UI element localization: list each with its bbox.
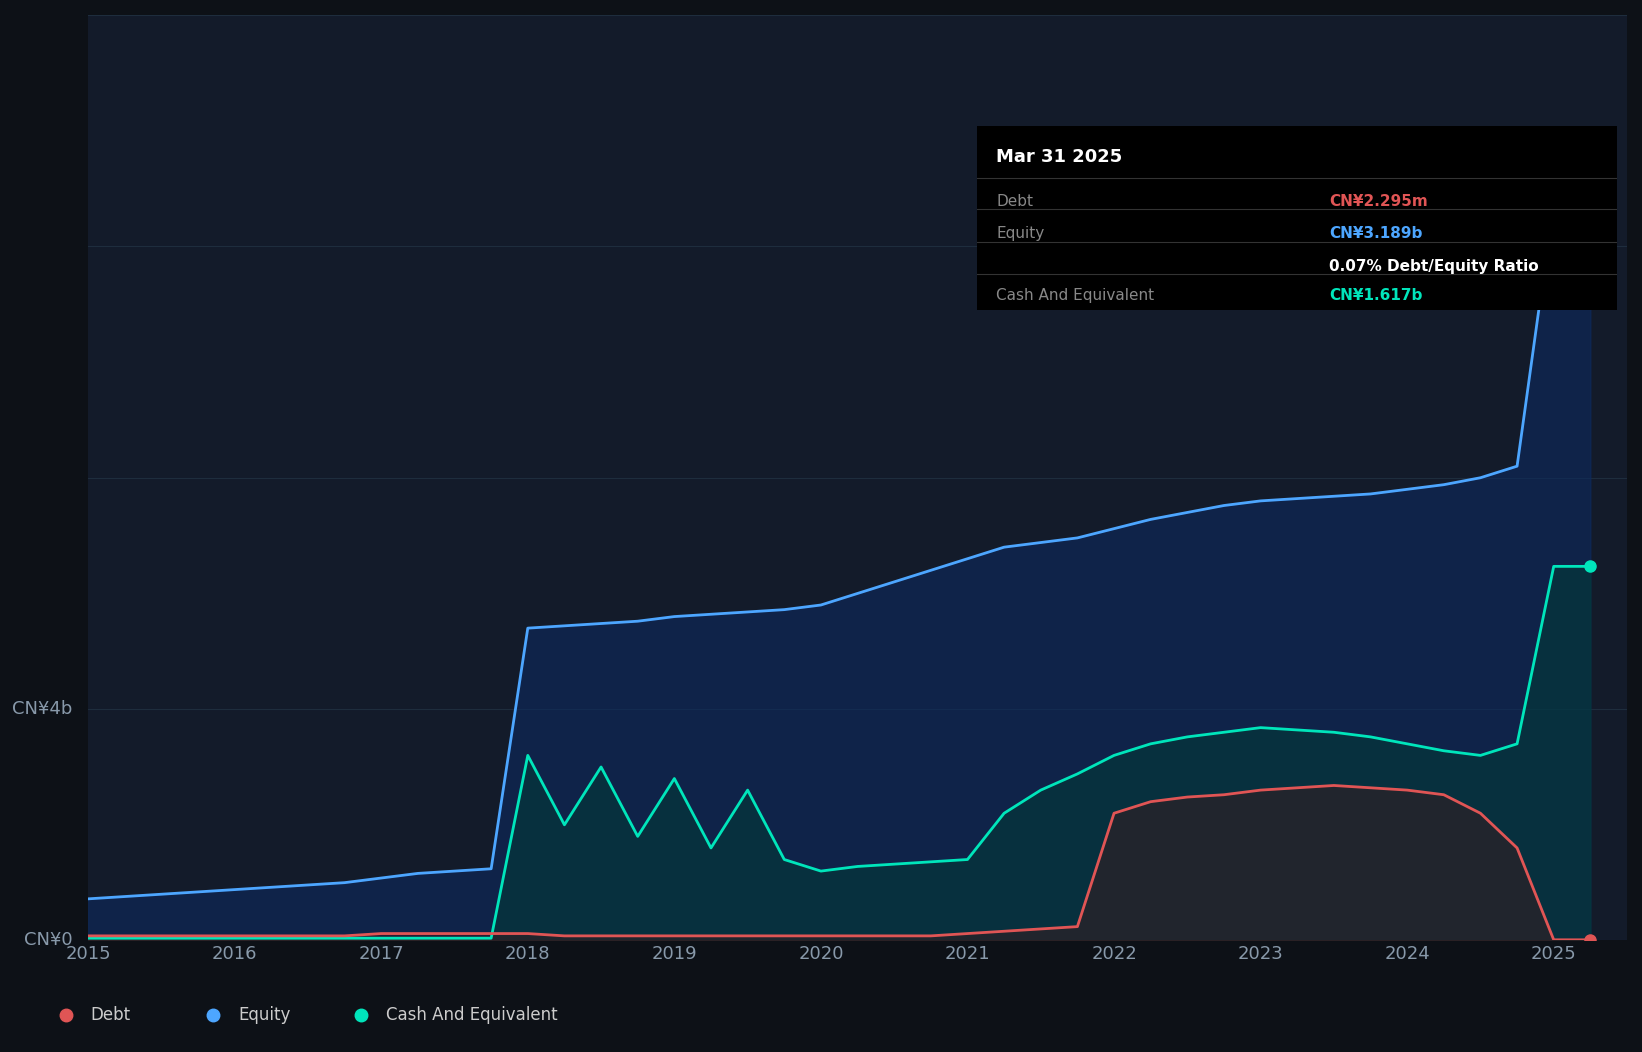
Text: CN¥2.295m: CN¥2.295m — [1330, 195, 1429, 209]
Text: Debt: Debt — [90, 1006, 130, 1025]
Text: Equity: Equity — [997, 225, 1044, 241]
Text: CN¥0: CN¥0 — [25, 931, 72, 950]
Text: Debt: Debt — [997, 195, 1033, 209]
Text: CN¥4b: CN¥4b — [13, 701, 72, 719]
Text: Mar 31 2025: Mar 31 2025 — [997, 148, 1123, 166]
Text: CN¥1.617b: CN¥1.617b — [1330, 288, 1422, 303]
Text: Equity: Equity — [238, 1006, 291, 1025]
Text: CN¥3.189b: CN¥3.189b — [1330, 225, 1422, 241]
Text: 0.07% Debt/Equity Ratio: 0.07% Debt/Equity Ratio — [1330, 259, 1539, 274]
Text: Cash And Equivalent: Cash And Equivalent — [997, 288, 1154, 303]
Text: Cash And Equivalent: Cash And Equivalent — [386, 1006, 558, 1025]
